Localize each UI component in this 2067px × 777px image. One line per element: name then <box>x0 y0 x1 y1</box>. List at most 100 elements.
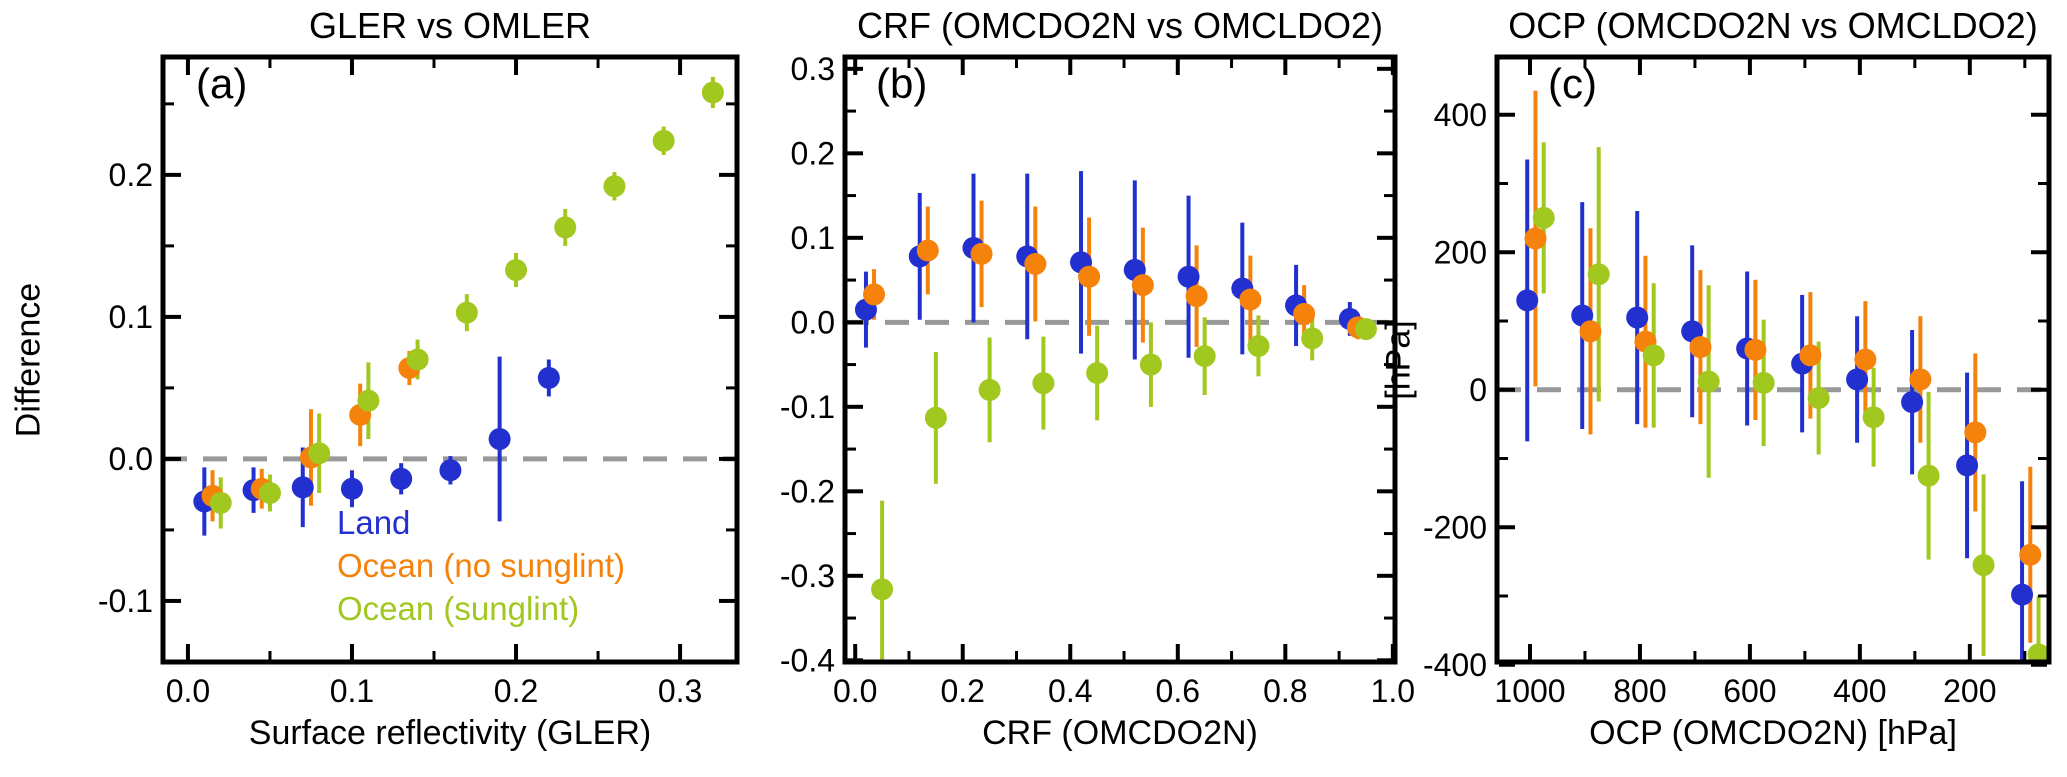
data-point <box>1131 274 1154 297</box>
legend-item-ocean-sunglint: Ocean (sunglint) <box>337 590 580 627</box>
x-tick-label: 0.6 <box>1156 673 1200 709</box>
data-point <box>554 216 577 239</box>
data-point <box>291 476 314 499</box>
y-tick-label: -0.1 <box>780 389 835 425</box>
data-point <box>1293 302 1316 325</box>
data-point <box>1642 344 1665 367</box>
y-tick-label: 0.2 <box>109 157 153 193</box>
data-point <box>258 481 281 504</box>
x-tick-label: 1000 <box>1494 673 1565 709</box>
x-tick-label: 400 <box>1833 673 1886 709</box>
x-tick-label: 600 <box>1723 673 1776 709</box>
y-tick-label: -0.1 <box>98 583 153 619</box>
plot-area <box>847 171 1393 660</box>
data-point <box>978 378 1001 401</box>
plot-area <box>165 76 735 536</box>
data-point <box>1846 368 1869 391</box>
y-tick-label: -0.3 <box>780 558 835 594</box>
data-point <box>1901 391 1924 414</box>
data-point <box>924 406 947 429</box>
y-tick-label: -0.4 <box>780 642 835 678</box>
data-point <box>1752 371 1775 394</box>
y-tick-label: 0.1 <box>109 299 153 335</box>
data-point <box>970 242 993 265</box>
panel-a-y-axis-label: Difference <box>9 282 48 438</box>
x-tick-label: 0.1 <box>330 673 374 709</box>
data-point <box>537 366 560 389</box>
x-tick-label: 0.4 <box>1048 673 1092 709</box>
data-point <box>390 467 413 490</box>
y-tick-label: 200 <box>1434 234 1487 270</box>
panel-b-letter: (b) <box>876 60 928 107</box>
y-tick-label: 400 <box>1434 97 1487 133</box>
data-point <box>308 442 331 465</box>
data-point <box>505 259 528 282</box>
plot-border <box>160 54 740 665</box>
panel-a-x-axis-label: Surface reflectivity (GLER) <box>248 714 652 752</box>
x-tick-label: 1.0 <box>1371 673 1415 709</box>
data-point <box>916 239 939 262</box>
data-point <box>1587 263 1610 286</box>
legend-item-ocean-no-sunglint: Ocean (no sunglint) <box>337 547 625 584</box>
data-point <box>1086 362 1109 385</box>
plot-border <box>842 54 1398 665</box>
data-point <box>1799 344 1822 367</box>
panel-b-title: CRF (OMCDO2N vs OMCLDO2) <box>856 5 1383 46</box>
data-point <box>1024 253 1047 276</box>
panel-b-x-axis-label: CRF (OMCDO2N) <box>982 714 1258 752</box>
data-point <box>357 389 380 412</box>
x-tick-label: 0.3 <box>658 673 702 709</box>
data-point <box>652 129 675 152</box>
data-point <box>1689 336 1712 359</box>
x-tick-label: 0.2 <box>940 673 984 709</box>
data-point <box>701 81 724 104</box>
data-point <box>1177 265 1200 288</box>
data-point <box>1862 406 1885 429</box>
data-point <box>1239 288 1262 311</box>
data-point <box>1532 206 1555 229</box>
y-tick-label: 0.1 <box>791 220 835 256</box>
data-point <box>1516 289 1539 312</box>
data-point <box>1078 265 1101 288</box>
data-point <box>1193 345 1216 368</box>
data-point <box>488 428 511 451</box>
panel-c-y-axis-label: [hPa] <box>1379 320 1418 400</box>
legend-item-land: Land <box>337 504 411 541</box>
x-tick-label: 0.8 <box>1263 673 1307 709</box>
x-tick-label: 800 <box>1613 673 1666 709</box>
y-tick-label: 0 <box>1469 372 1487 408</box>
data-point <box>1579 320 1602 343</box>
panel-a-title: GLER vs OMLER <box>308 5 592 46</box>
data-point <box>209 491 232 514</box>
data-point <box>1909 368 1932 391</box>
data-point <box>871 578 894 601</box>
data-point <box>1807 387 1830 409</box>
data-point <box>1964 421 1987 444</box>
data-point <box>603 175 626 198</box>
data-point <box>1972 554 1995 577</box>
data-point <box>1854 348 1877 371</box>
y-tick-label: 0.3 <box>791 51 835 87</box>
y-tick-label: 0.0 <box>109 441 153 477</box>
y-tick-label: -200 <box>1423 509 1487 545</box>
data-point <box>1301 327 1324 350</box>
data-point <box>340 477 363 500</box>
panel-c-letter: (c) <box>1548 60 1597 107</box>
data-point <box>1354 318 1377 341</box>
data-point <box>1032 372 1055 395</box>
y-tick-label: 0.2 <box>791 135 835 171</box>
y-tick-label: 0.0 <box>791 304 835 340</box>
data-point <box>1247 334 1270 357</box>
data-point <box>1524 227 1547 250</box>
data-point <box>2027 643 2047 660</box>
x-tick-label: 0.0 <box>166 673 210 709</box>
y-tick-label: -400 <box>1423 647 1487 683</box>
x-tick-label: 0.0 <box>833 673 877 709</box>
panel-a-letter: (a) <box>196 60 248 107</box>
data-point <box>455 301 478 324</box>
plot-area <box>1499 90 2047 660</box>
panel-c-x-axis-label: OCP (OMCDO2N) [hPa] <box>1589 714 1957 752</box>
plot-border <box>1494 54 2052 665</box>
